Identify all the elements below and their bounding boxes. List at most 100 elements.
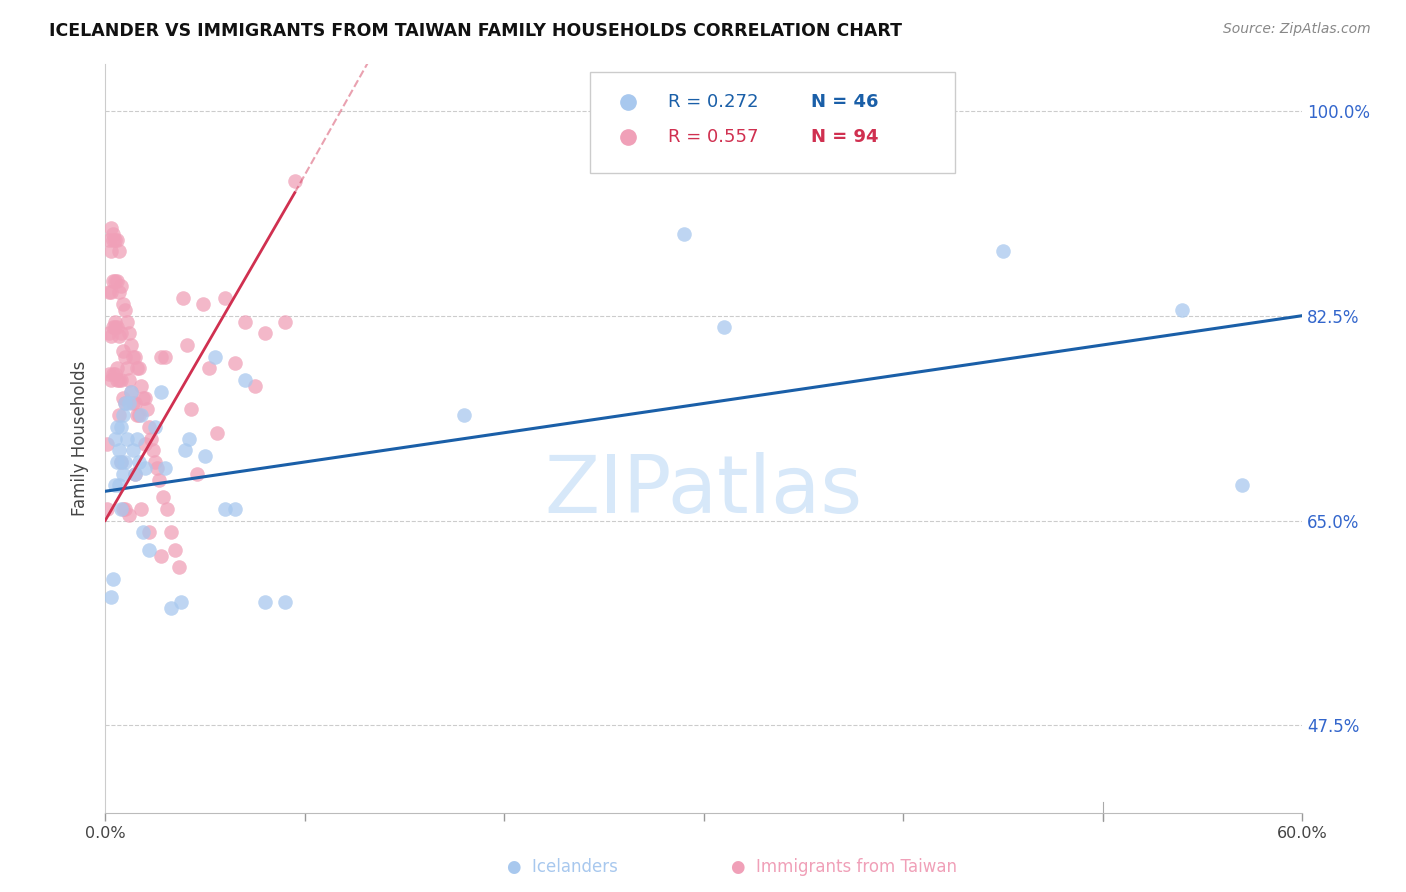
Point	[233, 373, 256, 387]
Point	[128, 361, 150, 376]
Point	[118, 373, 141, 387]
Point	[128, 455, 150, 469]
Text: R = 0.272: R = 0.272	[668, 93, 758, 111]
Point	[110, 420, 132, 434]
Text: ZIPatlas: ZIPatlas	[544, 452, 863, 530]
Point	[153, 350, 176, 364]
Point	[103, 572, 125, 586]
Point	[1232, 478, 1254, 492]
Point	[103, 368, 125, 382]
Text: ICELANDER VS IMMIGRANTS FROM TAIWAN FAMILY HOUSEHOLDS CORRELATION CHART: ICELANDER VS IMMIGRANTS FROM TAIWAN FAMI…	[49, 22, 903, 40]
Point	[104, 320, 127, 334]
Point	[115, 361, 138, 376]
Point	[110, 455, 132, 469]
Point	[108, 478, 131, 492]
Text: R = 0.557: R = 0.557	[668, 128, 758, 146]
Point	[114, 396, 136, 410]
Point	[177, 432, 200, 446]
Point	[150, 350, 173, 364]
Point	[142, 443, 165, 458]
Point	[160, 525, 183, 540]
Point	[224, 501, 246, 516]
Point	[105, 274, 128, 288]
Text: ●  Immigrants from Taiwan: ● Immigrants from Taiwan	[731, 858, 956, 876]
Point	[114, 455, 136, 469]
Point	[115, 314, 138, 328]
Point	[127, 408, 149, 422]
Point	[148, 473, 170, 487]
Point	[198, 361, 221, 376]
Point	[108, 244, 131, 259]
Point	[110, 455, 132, 469]
Point	[103, 227, 125, 241]
Point	[96, 437, 118, 451]
Point	[194, 449, 217, 463]
Point	[110, 501, 132, 516]
Point	[253, 595, 276, 609]
Point	[110, 326, 132, 341]
Point	[127, 432, 149, 446]
FancyBboxPatch shape	[591, 71, 955, 173]
Point	[152, 490, 174, 504]
Text: N = 94: N = 94	[811, 128, 879, 146]
Point	[143, 420, 166, 434]
Point	[110, 279, 132, 293]
Point	[143, 455, 166, 469]
Point	[118, 326, 141, 341]
Point	[136, 402, 159, 417]
Point	[124, 467, 146, 481]
Point	[205, 425, 228, 440]
Point	[172, 291, 194, 305]
Point	[138, 542, 160, 557]
Point	[112, 343, 135, 358]
Point	[112, 297, 135, 311]
Point	[139, 432, 162, 446]
Point	[100, 590, 122, 604]
Point	[214, 501, 236, 516]
Point	[274, 595, 297, 609]
Point	[104, 274, 127, 288]
Point	[120, 384, 142, 399]
Point	[274, 314, 297, 328]
Point	[114, 396, 136, 410]
Point	[1171, 302, 1194, 317]
Point	[114, 350, 136, 364]
Point	[105, 455, 128, 469]
Point	[105, 361, 128, 376]
Point	[180, 402, 202, 417]
Point	[284, 174, 307, 188]
Point	[124, 467, 146, 481]
Point	[98, 368, 121, 382]
Point	[124, 396, 146, 410]
Point	[129, 379, 152, 393]
Point	[129, 408, 152, 422]
Point	[132, 391, 155, 405]
Point	[132, 525, 155, 540]
Point	[105, 420, 128, 434]
Text: N = 46: N = 46	[811, 93, 879, 111]
Point	[114, 302, 136, 317]
Point	[103, 320, 125, 334]
Point	[105, 233, 128, 247]
Point	[112, 501, 135, 516]
Point	[233, 314, 256, 328]
Point	[129, 501, 152, 516]
Point	[100, 285, 122, 300]
Point	[112, 408, 135, 422]
Point	[186, 467, 208, 481]
Point	[204, 350, 226, 364]
Point	[138, 420, 160, 434]
Point	[103, 274, 125, 288]
Point	[118, 396, 141, 410]
Point	[120, 384, 142, 399]
Text: Source: ZipAtlas.com: Source: ZipAtlas.com	[1223, 22, 1371, 37]
Point	[160, 601, 183, 615]
Point	[176, 338, 198, 352]
Point	[170, 595, 193, 609]
Point	[138, 525, 160, 540]
Point	[150, 384, 173, 399]
Point	[98, 285, 121, 300]
Point	[104, 478, 127, 492]
Point	[110, 373, 132, 387]
Point	[153, 460, 176, 475]
